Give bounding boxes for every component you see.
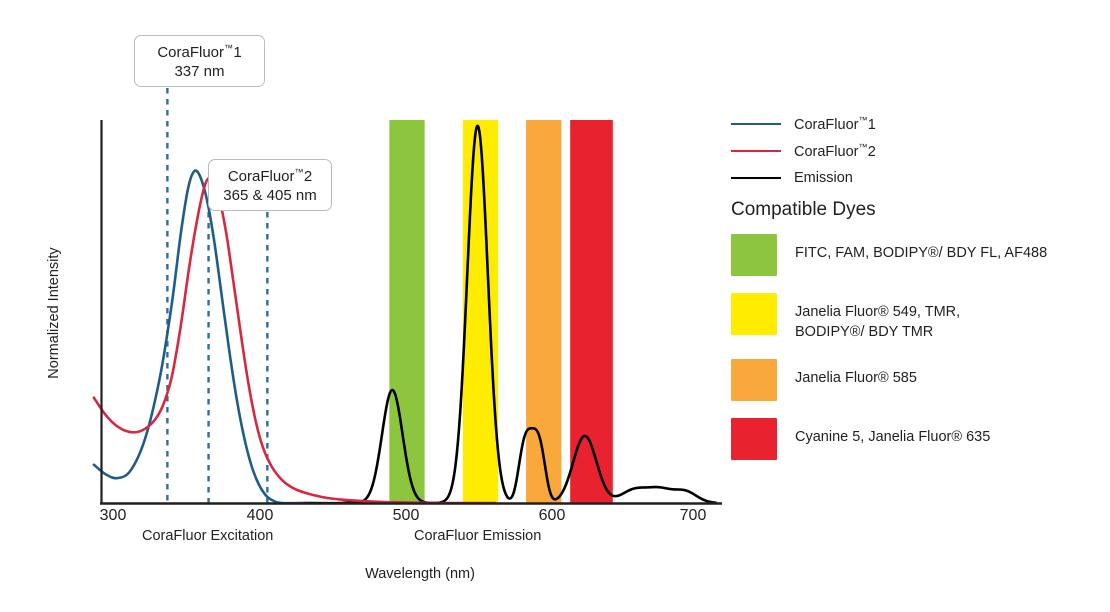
legend-line-swatch [731,149,781,152]
x-tick-700: 700 [679,507,707,524]
excitation-curve-1 [92,169,306,505]
dye-row-3: Janelia Fluor® 585 [731,359,1106,402]
y-axis-title: Normalized Intensity [46,247,62,379]
dye-label: Cyanine 5, Janelia Fluor® 635 [795,418,990,448]
dye-label-line1: FITC, FAM, BODIPY®/ BDY FL, AF488 [795,245,1048,261]
legend-label: CoraFluor™1 [794,114,876,133]
legend-label: Emission [794,169,853,186]
red-band [570,120,613,503]
callout-corafluor1-line2: 337 nm [174,62,225,80]
dye-label-line2: BODIPY®/ BDY TMR [795,323,934,340]
legend-line-swatch [731,122,781,125]
excitation-marker-lines-group [166,88,269,503]
emission-curve [302,124,717,505]
green-band [389,120,425,503]
x-tick-300: 300 [99,507,127,524]
series-legend: CoraFluor™1 CoraFluor™2 Emission [731,110,1101,191]
dye-row-4: Cyanine 5, Janelia Fluor® 635 [731,418,1106,461]
dye-color-swatch [731,293,777,335]
dye-label: Janelia Fluor® 549, TMR, BODIPY®/ BDY TMR [795,293,960,342]
x-tick-600: 600 [538,507,566,524]
dye-label: Janelia Fluor® 585 [795,359,917,389]
spectra-curves-group [92,124,717,505]
callout-corafluor1-line1: CoraFluor™1 [157,43,242,61]
orange-band [526,120,562,503]
dye-label-line1: Cyanine 5, Janelia Fluor® 635 [795,429,991,446]
legend-row-1: CoraFluor™1 [731,110,1101,137]
x-tick-400: 400 [246,507,274,524]
dye-label: FITC, FAM, BODIPY®/ BDY FL, AF488 [795,234,1047,264]
emission-section-label: CoraFluor Emission [414,528,542,544]
x-axis-title: Wavelength (nm) [365,566,475,582]
excitation-section-label: CoraFluor Excitation [142,528,274,544]
legend-row-2: CoraFluor™2 [731,137,1101,164]
callout-corafluor2: CoraFluor™2 365 & 405 nm [208,159,332,211]
legend-row-3: Emission [731,164,1101,191]
callout-corafluor2-line2: 365 & 405 nm [223,186,317,204]
callout-corafluor2-line1: CoraFluor™2 [227,167,313,185]
dye-label-line1: Janelia Fluor® 585 [795,370,917,387]
dye-label-line1: Janelia Fluor® 549, TMR, [795,304,961,320]
dye-color-swatch [731,234,777,276]
dye-row-2: Janelia Fluor® 549, TMR, BODIPY®/ BDY TMR [731,293,1106,342]
legend-line-swatch [731,176,781,179]
axes-group [100,120,722,505]
compatible-dyes-heading: Compatible Dyes [731,199,876,220]
compatible-dyes-list: FITC, FAM, BODIPY®/ BDY FL, AF488 Janelia… [731,234,1106,477]
x-tick-500: 500 [392,507,420,524]
dye-bands-group [389,120,613,503]
dye-color-swatch [731,359,777,402]
dye-row-1: FITC, FAM, BODIPY®/ BDY FL, AF488 [731,234,1106,276]
callout-corafluor1: CoraFluor™1 337 nm [134,35,265,87]
legend-label: CoraFluor™2 [794,141,876,160]
dye-color-swatch [731,418,777,461]
excitation-curve-2 [92,176,497,505]
yellow-band [462,120,499,503]
